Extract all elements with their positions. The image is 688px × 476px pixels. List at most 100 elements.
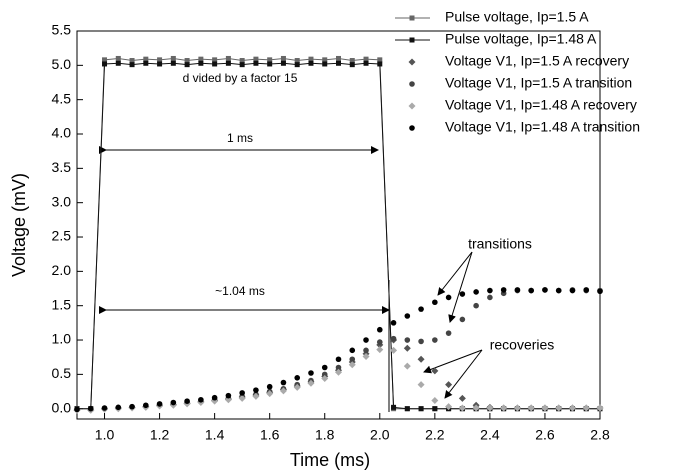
data-point — [170, 60, 176, 66]
data-point — [390, 346, 398, 354]
data-point — [335, 368, 342, 376]
data-point — [472, 404, 480, 412]
data-point — [184, 398, 190, 404]
data-point — [322, 61, 328, 67]
data-point — [225, 55, 231, 61]
data-point — [335, 364, 342, 371]
data-point — [74, 406, 80, 413]
x-tick-label: 1.8 — [315, 427, 335, 443]
data-point — [239, 58, 245, 64]
data-point — [569, 287, 576, 294]
data-point — [170, 55, 176, 61]
data-point — [212, 57, 218, 63]
data-point — [225, 60, 231, 66]
data-point — [486, 404, 494, 412]
data-point — [363, 56, 369, 62]
data-point — [376, 346, 384, 354]
annotation: 1 ms — [227, 131, 253, 145]
data-point — [238, 394, 246, 402]
data-point — [252, 392, 260, 400]
data-point — [596, 404, 604, 412]
data-point — [583, 287, 590, 293]
data-point — [294, 62, 300, 68]
data-point — [432, 299, 438, 306]
data-point — [224, 396, 232, 404]
x-tick-label: 2.2 — [425, 427, 445, 443]
y-tick-label: 1.5 — [52, 296, 72, 312]
data-point — [211, 394, 218, 401]
data-point — [267, 61, 273, 67]
data-point — [102, 57, 108, 63]
data-point — [363, 347, 369, 354]
data-point — [527, 404, 535, 412]
annotation-arrows — [99, 146, 483, 412]
data-point — [458, 394, 466, 402]
data-point — [348, 361, 356, 369]
data-point — [198, 56, 204, 62]
data-point — [487, 294, 493, 301]
data-point — [432, 337, 438, 343]
data-point — [308, 60, 314, 66]
data-point — [391, 404, 397, 410]
y-tick-label: 4.0 — [52, 125, 72, 141]
x-tick-label: 1.2 — [150, 427, 170, 443]
data-point — [336, 60, 341, 66]
data-point — [212, 61, 218, 67]
data-point — [349, 58, 355, 64]
data-point — [321, 374, 329, 382]
data-point — [280, 55, 286, 61]
legend-marker — [408, 58, 416, 66]
data-point — [308, 370, 314, 376]
data-point — [363, 60, 369, 66]
data-point — [458, 404, 466, 412]
data-point — [377, 57, 383, 63]
data-point — [500, 287, 507, 293]
data-point — [500, 404, 508, 412]
data-point — [267, 57, 273, 63]
y-axis-label: Voltage (mV) — [9, 173, 29, 277]
data-point — [445, 330, 452, 336]
y-tick-label: 5.5 — [52, 22, 72, 38]
data-point — [170, 399, 177, 406]
data-point — [582, 404, 590, 412]
data-point — [445, 294, 452, 301]
legend-marker — [409, 15, 415, 21]
data-point — [293, 383, 301, 391]
data-point — [266, 390, 274, 398]
legend-marker — [408, 102, 416, 110]
data-point — [321, 364, 328, 371]
data-point — [362, 353, 370, 361]
data-point — [418, 338, 424, 345]
data-point — [87, 405, 94, 412]
data-point — [336, 55, 341, 61]
data-point — [418, 406, 424, 412]
data-point — [253, 56, 259, 62]
data-point — [404, 406, 410, 412]
plot-frame — [76, 30, 601, 420]
data-point — [322, 57, 328, 63]
data-point — [335, 356, 342, 363]
y-tick-label: 1.0 — [52, 331, 72, 347]
data-point — [376, 339, 383, 345]
annotation: ~1.04 ms — [215, 284, 265, 298]
data-point — [253, 60, 259, 66]
data-point — [280, 379, 287, 386]
legend-label: Voltage V1, Ip=1.48 A transition — [445, 119, 640, 135]
data-point — [253, 387, 259, 393]
data-point — [225, 392, 232, 399]
y-tick-label: 0.5 — [52, 365, 72, 381]
data-point — [363, 337, 369, 343]
data-point — [432, 406, 438, 412]
data-point — [597, 288, 603, 295]
data-point — [418, 306, 424, 312]
data-point — [129, 62, 135, 68]
y-tick-label: 0.0 — [52, 399, 72, 415]
data-point — [266, 383, 273, 390]
data-point — [431, 367, 439, 375]
data-point — [404, 337, 411, 343]
data-point — [349, 356, 356, 363]
data-point — [390, 335, 397, 342]
data-point — [473, 289, 479, 295]
